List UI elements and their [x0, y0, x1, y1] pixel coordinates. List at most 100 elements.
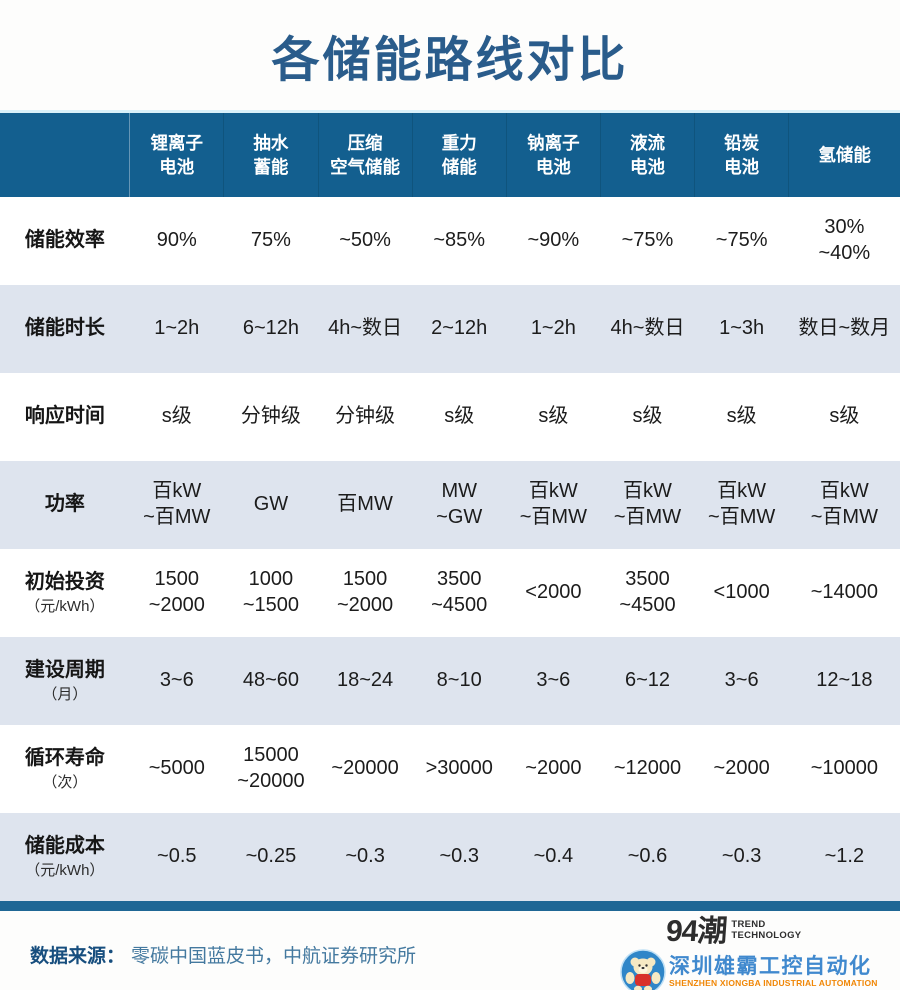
value-cell: ~12000 — [613, 757, 682, 780]
data-source-label: 数据来源： — [30, 946, 126, 967]
value-cell: ~1.2 — [824, 845, 865, 868]
value-cell: 2~12h — [431, 317, 488, 340]
data-source: 数据来源： 零碳中国蓝皮书，中航证券研究所 — [30, 941, 416, 968]
column-header: 液流 电池 — [600, 111, 696, 197]
table-row: 建设周期 （月） 3~6 48~60 18~24 8~10 3~6 6~12 3~6 12~18 — [0, 637, 900, 725]
storage-comparison-table: 锂离子 电池 抽水 蓄能 压缩 空气储能 重力 储能 钠离子 电池 液流 电池 铅炭 电池 氢… — [0, 110, 900, 901]
value-cell: <1000 — [713, 581, 770, 604]
footer: 数据来源： 零碳中国蓝皮书，中航证券研究所 94潮 TREND TECHNOLOG… — [0, 911, 900, 990]
column-header: 钠离子 电池 — [506, 111, 601, 197]
watermark-company-en: SHENZHEN XIONGBA INDUSTRIAL AUTOMATION — [669, 978, 878, 989]
row-label: 功率 — [44, 493, 85, 516]
column-header: 氢储能 — [818, 144, 871, 165]
value-cell: 百kW ~百MW — [519, 480, 587, 528]
value-cell: 3~6 — [536, 669, 571, 692]
value-cell: ~10000 — [810, 757, 878, 780]
row-label: 储能效率 — [24, 229, 105, 252]
value-cell: ~50% — [339, 229, 391, 252]
value-cell: GW — [253, 493, 289, 516]
logo-94chao-text: 94潮 — [664, 915, 728, 948]
row-unit: （元/kWh） — [25, 597, 105, 615]
value-cell: 4h~数日 — [610, 317, 685, 340]
row-unit: （元/kWh） — [25, 861, 105, 879]
row-label: 建设周期 — [24, 659, 105, 682]
value-cell: 6~12h — [242, 317, 300, 340]
row-unit: （次） — [42, 773, 88, 791]
table-row: 循环寿命 （次） ~5000 15000 ~20000 ~20000 >30000 ~200… — [0, 725, 900, 813]
row-label-cell: 建设周期 （月） — [0, 637, 130, 725]
row-label: 储能时长 — [24, 317, 105, 340]
trend-technology-logo: 94潮 TREND TECHNOLOGY — [664, 915, 896, 948]
value-cell: 1500 ~2000 — [148, 568, 205, 616]
xiongba-watermark: 深圳雄霸工控自动化 SHENZHEN XIONGBA INDUSTRIAL AU… — [620, 949, 896, 990]
row-label: 循环寿命 — [24, 747, 105, 770]
value-cell: ~85% — [433, 229, 486, 252]
value-cell: ~0.3 — [439, 845, 479, 868]
column-header: 重力 储能 — [412, 111, 507, 197]
value-cell: s级 — [444, 405, 475, 428]
value-cell: ~75% — [621, 229, 674, 252]
row-label: 初始投资 — [24, 571, 105, 594]
row-label-cell: 储能时长 — [0, 285, 130, 373]
value-cell: 1500 ~2000 — [336, 568, 394, 616]
column-header: 抽水 蓄能 — [223, 111, 319, 197]
corner-cell — [0, 111, 131, 197]
value-cell: s级 — [726, 405, 757, 428]
page-title: 各储能路线对比 — [271, 34, 629, 87]
value-cell: ~90% — [527, 229, 580, 252]
value-cell: 1~2h — [530, 317, 576, 340]
value-cell: 1000 ~1500 — [242, 568, 300, 616]
value-cell: 百kW ~百MW — [708, 480, 776, 528]
value-cell: 百kW ~百MW — [143, 480, 211, 528]
column-header: 锂离子 电池 — [129, 111, 225, 197]
value-cell: s级 — [538, 405, 569, 428]
row-label-cell: 初始投资 （元/kWh） — [0, 549, 130, 637]
row-unit: （月） — [42, 685, 88, 703]
value-cell: 18~24 — [336, 669, 394, 692]
value-cell: 百kW ~百MW — [810, 480, 878, 528]
value-cell: 1~2h — [154, 317, 200, 340]
watermark-company-cn: 深圳雄霸工控自动化 — [669, 954, 872, 978]
value-cell: ~14000 — [810, 581, 878, 604]
row-label-cell: 循环寿命 （次） — [0, 725, 130, 813]
trend-technology-label: TREND TECHNOLOGY — [731, 919, 802, 941]
row-label: 响应时间 — [24, 405, 105, 428]
value-cell: 3~6 — [159, 669, 194, 692]
value-cell: 分钟级 — [335, 405, 396, 428]
value-cell: ~0.3 — [345, 845, 385, 868]
row-label-cell: 储能成本 （元/kWh） — [0, 813, 130, 901]
value-cell: ~75% — [715, 229, 768, 252]
value-cell: 90% — [156, 229, 197, 252]
table-row: 功率 百kW ~百MW GW 百MW MW ~GW 百kW ~百MW 百kW ~百MW 百kW… — [0, 461, 900, 549]
column-header: 铅炭 电池 — [694, 111, 790, 197]
value-cell: 百kW ~百MW — [613, 480, 682, 528]
row-label-cell: 功率 — [0, 461, 130, 549]
value-cell: 75% — [250, 229, 291, 252]
table-row: 储能成本 （元/kWh） ~0.5 ~0.25 ~0.3 ~0.3 ~0.4 ~0.6 ~0.3… — [0, 813, 900, 901]
value-cell: ~5000 — [148, 757, 205, 780]
value-cell: 3500 ~4500 — [431, 568, 488, 616]
value-cell: 3~6 — [724, 669, 759, 692]
value-cell: ~2000 — [713, 757, 770, 780]
value-cell: <2000 — [525, 581, 582, 604]
value-cell: s级 — [161, 405, 192, 428]
row-label-cell: 储能效率 — [0, 197, 130, 285]
table-row: 初始投资 （元/kWh） 1500 ~2000 1000 ~1500 1500 ~200… — [0, 549, 900, 637]
value-cell: s级 — [829, 405, 860, 428]
value-cell: s级 — [632, 405, 663, 428]
value-cell: 8~10 — [436, 669, 482, 692]
value-cell: ~0.25 — [245, 845, 297, 868]
value-cell: 3500 ~4500 — [619, 568, 676, 616]
value-cell: ~0.6 — [627, 845, 668, 868]
table-header: 锂离子 电池 抽水 蓄能 压缩 空气储能 重力 储能 钠离子 电池 液流 电池 铅炭 电池 氢… — [0, 111, 900, 197]
table-row: 储能效率 90% 75% ~50% ~85% ~90% ~75% ~75% 30% ~40% — [0, 197, 900, 285]
value-cell: 4h~数日 — [328, 317, 403, 340]
value-cell: ~2000 — [525, 757, 582, 780]
value-cell: 分钟级 — [240, 405, 301, 428]
table-body: 储能效率 90% 75% ~50% ~85% ~90% ~75% ~75% 30% ~40% 储能… — [0, 197, 900, 901]
data-source-text: 零碳中国蓝皮书，中航证券研究所 — [131, 946, 417, 967]
value-cell: ~0.4 — [533, 845, 574, 868]
value-cell: MW ~GW — [436, 480, 483, 528]
value-cell: 12~18 — [816, 669, 873, 692]
